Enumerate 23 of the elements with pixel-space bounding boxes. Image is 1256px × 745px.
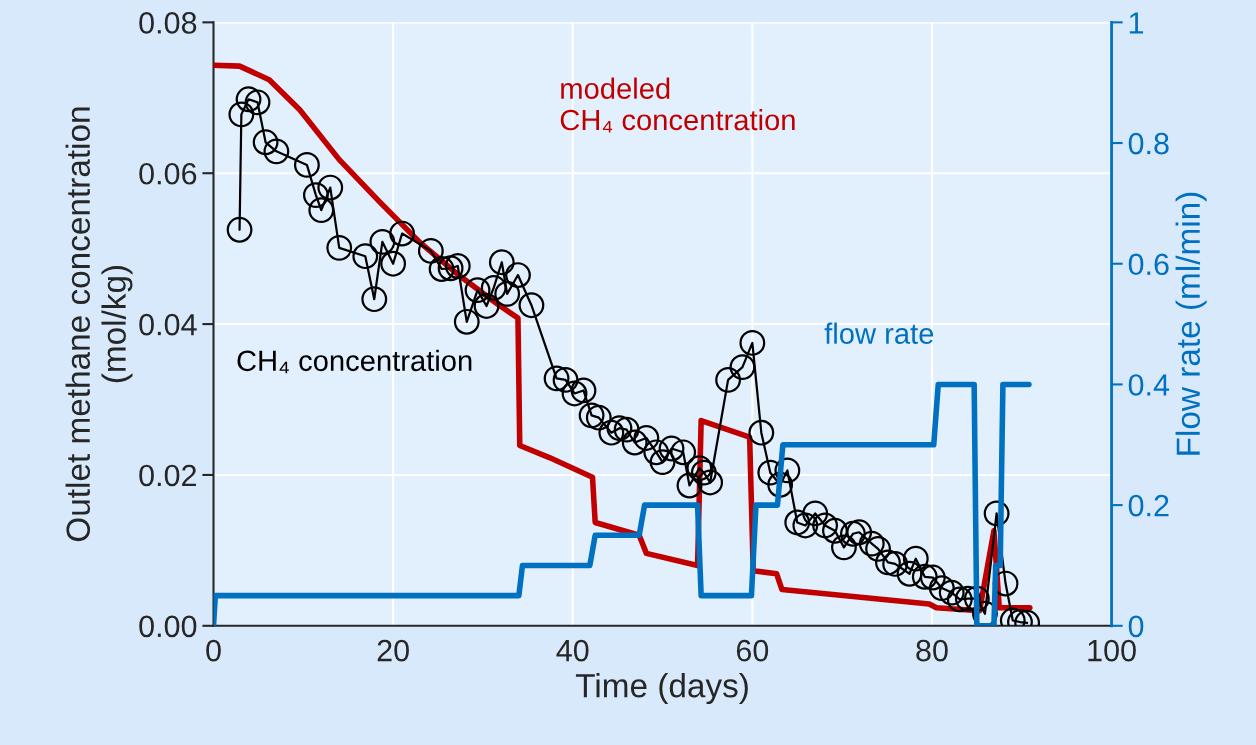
y2-tick-label: 0 [1128,615,1144,638]
y-tick-label: 0.02 [139,464,197,487]
y-axis-title: Outlet methane concentration (mol/kg) [65,107,133,542]
series-label: CH₄ concentration [237,349,472,374]
y2-axis-title: Flow rate (ml/min) [1175,192,1207,455]
y2-tick-label: 0.2 [1128,494,1169,517]
y2-tick-label: 0.4 [1128,374,1170,396]
x-tick-label: 20 [377,639,409,662]
y-tick-label: 0.04 [139,313,197,336]
x-axis-title: Time (days) [575,673,748,705]
y-tick-label: 0.00 [139,615,197,638]
y-tick-label: 0.06 [139,162,197,185]
y2-tick-label: 0.6 [1128,253,1169,276]
y2-tick-label: 1 [1129,12,1144,34]
x-tick-label: 40 [556,639,589,662]
x-tick-label: 0 [206,639,221,662]
x-tick-label: 100 [1088,639,1136,662]
text: modeled CH₄ concentration [560,77,795,133]
y2-tick-label: 0.8 [1128,132,1169,155]
y-tick-label: 0.08 [139,12,197,34]
x-tick-label: 80 [916,639,948,662]
series-label: flow rate [824,322,934,344]
x-tick-label: 60 [736,639,769,662]
